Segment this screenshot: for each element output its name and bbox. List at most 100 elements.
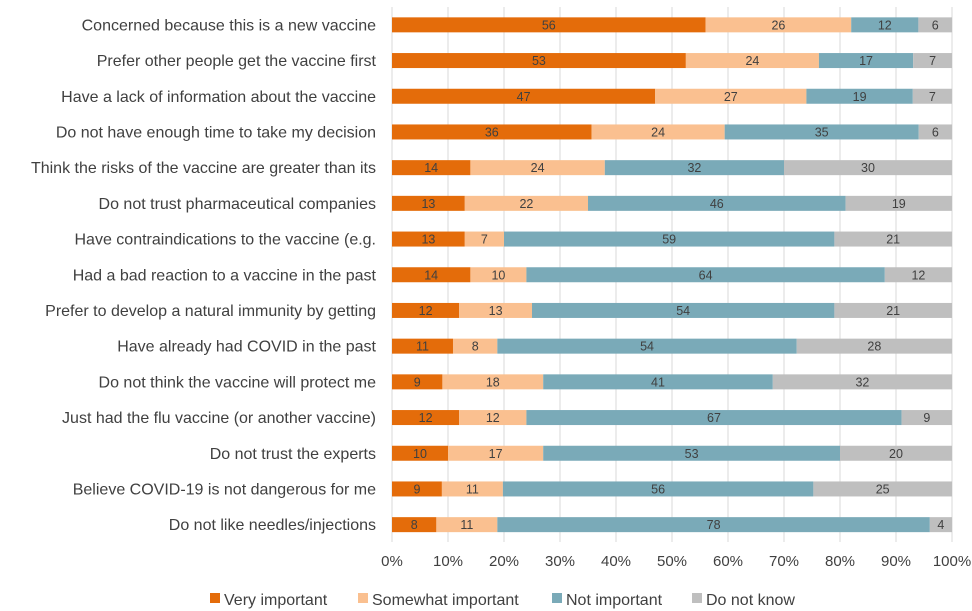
bar-segment — [705, 17, 852, 33]
bar-segment — [604, 160, 784, 176]
data-label: 7 — [929, 90, 936, 104]
data-label: 12 — [419, 304, 433, 318]
category-label: Had a bad reaction to a vaccine in the p… — [73, 267, 377, 284]
data-label: 11 — [460, 518, 473, 532]
data-label: 9 — [923, 411, 930, 425]
bar-segment — [504, 231, 835, 247]
bar-segment — [532, 302, 835, 318]
bar-segment — [526, 267, 885, 283]
category-label: Concerned because this is a new vaccine — [82, 17, 376, 34]
bar-segment — [796, 338, 952, 354]
bar-segment — [470, 267, 527, 283]
data-label: 59 — [662, 233, 676, 247]
bar-segment — [840, 445, 952, 461]
bar-segment — [884, 267, 952, 283]
legend-label: Not important — [566, 592, 663, 609]
bar-segment — [470, 160, 605, 176]
data-label: 8 — [411, 518, 418, 532]
bar-segment — [392, 17, 706, 33]
legend-label: Somewhat important — [372, 592, 519, 609]
bar-segment — [543, 445, 840, 461]
category-label: Do not like needles/injections — [169, 517, 376, 534]
x-tick-label: 90% — [881, 553, 911, 570]
data-label: 35 — [815, 125, 829, 139]
category-label: Have a lack of information about the vac… — [61, 89, 376, 106]
category-label: Do not trust the experts — [210, 446, 376, 463]
data-label: 12 — [486, 411, 500, 425]
bar-segment — [442, 374, 544, 390]
category-label: Have contraindications to the vaccine (e… — [75, 232, 377, 249]
data-label: 9 — [413, 482, 420, 496]
data-label: 13 — [421, 233, 435, 247]
x-axis-ticks: 0% 10% 20% 30% 40% 50% 60% 70% 80% 90% 100% — [381, 553, 971, 570]
category-label: Just had the flu vaccine (or another vac… — [62, 410, 376, 427]
data-label: 24 — [651, 125, 665, 139]
data-label: 54 — [640, 340, 654, 354]
bar-segment — [834, 231, 952, 247]
bar-segment — [392, 302, 460, 318]
bar-segment — [392, 445, 448, 461]
bar-segment — [772, 374, 952, 390]
data-label: 6 — [932, 125, 939, 139]
data-label: 13 — [421, 197, 435, 211]
legend-label: Very important — [224, 592, 328, 609]
bar-segment — [392, 338, 453, 354]
bar-segment — [392, 517, 437, 533]
data-label: 22 — [519, 197, 533, 211]
data-label: 67 — [707, 411, 721, 425]
bar-segment — [591, 124, 725, 140]
bar-segment — [655, 88, 807, 104]
data-label: 78 — [707, 518, 721, 532]
legend: Very important Somewhat important Not impo… — [210, 592, 795, 609]
category-label: Do not think the vaccine will protect me — [99, 374, 377, 391]
x-tick-label: 10% — [433, 553, 463, 570]
category-label: Think the risks of the vaccine are great… — [31, 160, 376, 177]
data-label: 21 — [886, 304, 900, 318]
bar-segment — [392, 160, 471, 176]
bar-segment — [464, 231, 504, 247]
category-label: Do not have enough time to take my decis… — [56, 124, 376, 141]
bar-segment — [918, 124, 952, 140]
bar-segment — [929, 517, 952, 533]
x-tick-label: 30% — [545, 553, 575, 570]
bar-segment — [818, 53, 914, 69]
bar-segment — [526, 410, 902, 426]
category-label: Have already had COVID in the past — [117, 339, 376, 356]
data-label: 26 — [771, 18, 785, 32]
data-label: 36 — [485, 125, 499, 139]
category-label: Do not trust pharmaceutical companies — [99, 196, 376, 213]
bar-segment — [913, 53, 952, 69]
bar-segment — [392, 195, 465, 211]
bar-segment — [845, 195, 952, 211]
data-label: 21 — [886, 233, 900, 247]
bar-segment — [784, 160, 952, 176]
data-label: 25 — [876, 482, 890, 496]
data-label: 20 — [889, 447, 903, 461]
data-label: 10 — [491, 268, 505, 282]
legend-swatch — [358, 593, 368, 603]
bar-segment — [392, 88, 656, 104]
data-label: 6 — [932, 18, 939, 32]
bar-segment — [834, 302, 952, 318]
bar-segment — [685, 53, 819, 69]
data-label: 12 — [419, 411, 433, 425]
data-label: 14 — [424, 268, 438, 282]
data-label: 17 — [489, 447, 503, 461]
data-label: 17 — [859, 54, 873, 68]
data-label: 7 — [929, 54, 936, 68]
data-label: 12 — [878, 18, 892, 32]
category-label: Prefer to develop a natural immunity by … — [45, 303, 376, 320]
data-label: 41 — [651, 375, 665, 389]
bar-segment — [392, 410, 460, 426]
bar-segment — [441, 481, 503, 497]
x-tick-label: 100% — [933, 553, 971, 570]
data-label: 24 — [745, 54, 759, 68]
data-label: 8 — [472, 340, 479, 354]
data-label: 10 — [413, 447, 427, 461]
category-label: Prefer other people get the vaccine firs… — [97, 53, 377, 70]
bar-segment — [918, 17, 952, 33]
bar-segment — [813, 481, 952, 497]
bar-segment — [851, 17, 919, 33]
bar-segment — [901, 410, 952, 426]
